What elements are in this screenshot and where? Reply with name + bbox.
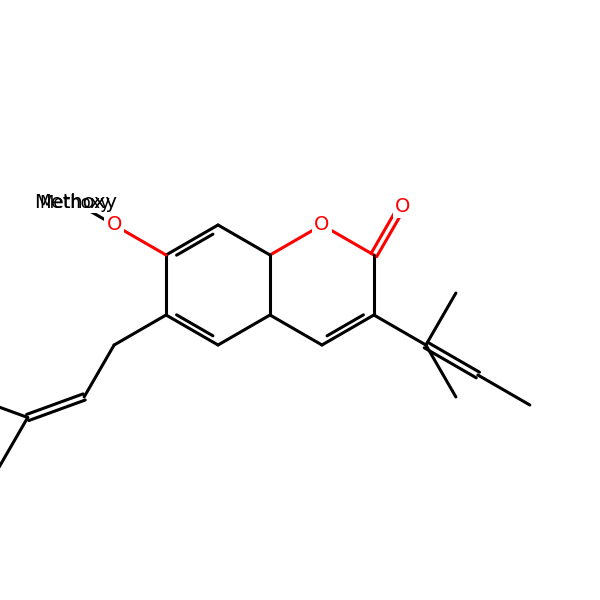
Text: O: O [395,197,410,217]
Text: Methoxy: Methoxy [40,193,110,211]
Text: O: O [106,215,122,235]
Text: Methoxy: Methoxy [34,193,116,212]
Text: O: O [314,215,329,235]
Text: O: O [106,215,122,235]
